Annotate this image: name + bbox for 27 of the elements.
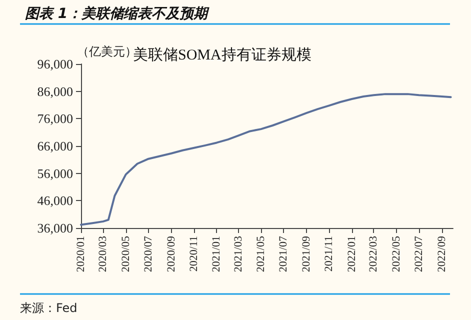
x-tick-label: 2022/05 <box>390 236 402 272</box>
x-tick-label: 2020/03 <box>97 236 110 272</box>
x-tick-label: 2021/07 <box>278 236 290 272</box>
x-tick-label: 2021/01 <box>210 236 223 272</box>
x-tick-label: 2020/11 <box>188 236 200 272</box>
line-series <box>80 93 452 226</box>
source-note: 来源：Fed <box>20 301 78 315</box>
x-tick-label: 2021/03 <box>232 236 244 272</box>
x-tick-label: 2022/09 <box>436 236 448 272</box>
x-tick-label: 2022/03 <box>368 236 380 272</box>
x-tick-label: 2020/01 <box>75 236 87 272</box>
y-tick-label: 76,000 <box>37 111 73 126</box>
y-tick-label: 96,000 <box>37 56 73 72</box>
x-tick-label: 2020/09 <box>165 236 178 272</box>
x-tick-label: 2021/11 <box>323 236 336 272</box>
x-tick-label: 2022/01 <box>346 236 358 272</box>
x-tick-label: 2020/07 <box>142 236 154 272</box>
y-tick-label: 36,000 <box>37 220 73 236</box>
x-tick-label: 2021/05 <box>255 236 268 272</box>
y-tick-label: 56,000 <box>37 166 73 181</box>
x-tick-label: 2021/09 <box>300 236 313 272</box>
y-tick-label: 86,000 <box>37 84 73 99</box>
x-tick-label: 2020/05 <box>120 236 132 272</box>
chart-title: 图表 1：美联储缩表不及预期 <box>25 5 210 22</box>
y-tick-label: 66,000 <box>37 138 73 154</box>
y-tick-label: 46,000 <box>37 193 73 208</box>
x-tick-label: 2022/07 <box>412 236 425 272</box>
